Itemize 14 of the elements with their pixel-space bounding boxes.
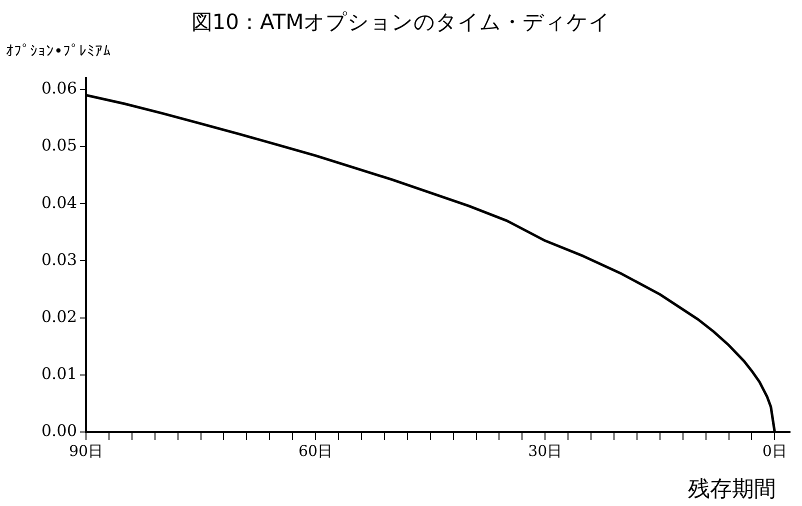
- x-tick-label: 0日: [762, 442, 787, 460]
- y-tick-label: 0.01: [41, 364, 77, 384]
- y-tick-label: 0.03: [41, 250, 77, 269]
- chart-title: 図10：ATMオプションのタイム・ディケイ: [190, 9, 612, 36]
- x-tick-label: 90日: [68, 442, 104, 460]
- y-tick-label: 0.05: [41, 136, 77, 155]
- x-tick-label: 30日: [528, 442, 562, 460]
- x-axis-title: 残存期間: [688, 476, 776, 504]
- y-tick-label: 0.00: [41, 421, 77, 440]
- y-axis-title: ｵﾌﾟｼｮﾝ•ﾌﾟﾚﾐｱﾑ: [6, 42, 111, 60]
- y-tick-label: 0.04: [41, 192, 77, 212]
- y-tick-label: 0.06: [41, 78, 77, 98]
- y-tick-label: 0.02: [41, 306, 77, 326]
- x-tick-label: 60日: [298, 442, 333, 460]
